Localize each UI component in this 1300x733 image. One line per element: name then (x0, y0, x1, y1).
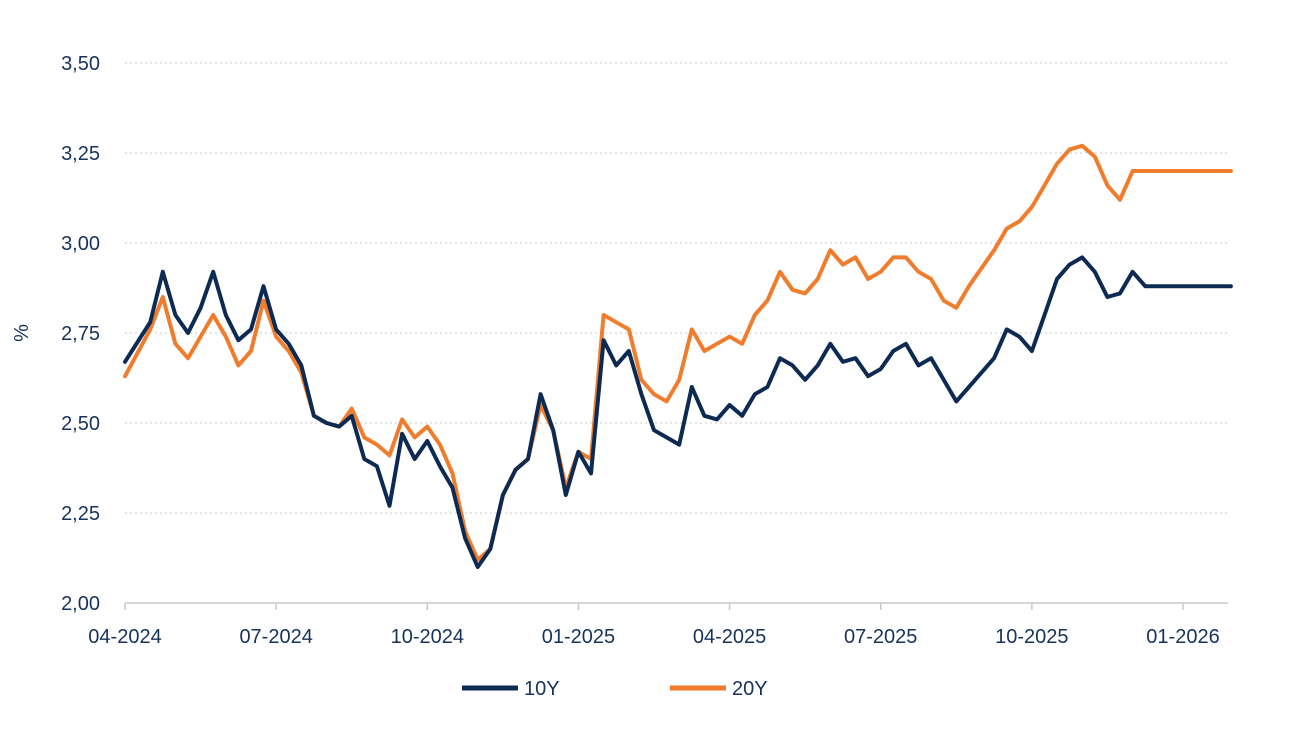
legend: 10Y 20Y (462, 678, 768, 700)
y-tick-label: 2,75 (61, 323, 100, 345)
y-tick-label: 2,25 (61, 503, 100, 525)
y-tick-label: 2,00 (61, 593, 100, 615)
x-tick-label: 04-2025 (693, 626, 766, 648)
y-tick-label: 3,00 (61, 233, 100, 255)
y-tick-label: 3,25 (61, 143, 100, 165)
x-tick-label: 01-2025 (542, 626, 615, 648)
x-tick-label: 10-2025 (995, 626, 1068, 648)
y-tick-label: 3,50 (61, 53, 100, 75)
axes: 2,00 2,25 2,50 2,75 3,00 3,25 3,50 04-2024 07-20… (61, 53, 1228, 648)
y-axis-title: % (11, 324, 33, 342)
series-line-20y (123, 143, 1233, 562)
x-tick-label: 04-2024 (88, 626, 161, 648)
x-tick-label: 10-2024 (391, 626, 464, 648)
legend-label-20y: 20Y (732, 678, 768, 700)
y-tick-label: 2,50 (61, 413, 100, 435)
series-lines (123, 143, 1233, 569)
x-tick-label: 01-2026 (1146, 626, 1219, 648)
x-tick-label: 07-2024 (239, 626, 312, 648)
legend-label-10y: 10Y (524, 678, 560, 700)
x-tick-label: 07-2025 (844, 626, 917, 648)
series-line-10y (123, 255, 1233, 569)
gridlines (125, 62, 1228, 514)
